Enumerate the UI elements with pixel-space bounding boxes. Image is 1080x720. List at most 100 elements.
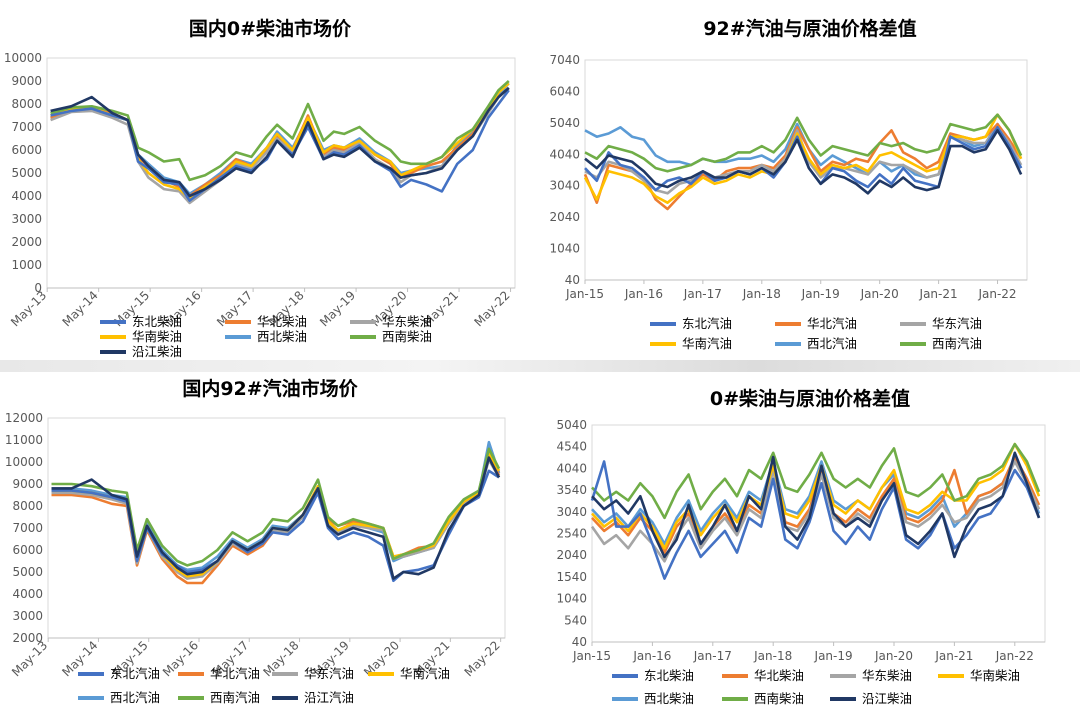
chart-diesel-price: 国内0#柴油市场价 0 1000 2000 3000 4000 5000 6000 7000 80… xyxy=(4,17,516,359)
y-tick-label: 8000 xyxy=(12,499,43,513)
y-tick-label: 5040 xyxy=(549,116,580,130)
y-tick-label: 12000 xyxy=(5,411,43,425)
x-tick-label: Jan-15 xyxy=(572,649,611,663)
y-tick-label: 40 xyxy=(565,273,580,287)
y-tick-label: 1040 xyxy=(549,242,580,256)
x-tick-label: May-14 xyxy=(60,288,101,329)
x-tick-label: Jan-20 xyxy=(860,287,899,301)
legend-label: 华北柴油 xyxy=(754,668,804,683)
y-tick-label: 8000 xyxy=(11,97,42,111)
plot-area xyxy=(46,57,516,289)
x-tick-label: Jan-22 xyxy=(977,287,1016,301)
series-line-3 xyxy=(591,442,1041,550)
legend-label: 东北柴油 xyxy=(132,314,182,329)
legend-label: 华南汽油 xyxy=(400,666,450,681)
y-tick-label: 5000 xyxy=(11,166,42,180)
y-tick-label: 7000 xyxy=(11,120,42,134)
x-tick-label: May-13 xyxy=(8,288,49,329)
y-tick-label: 5040 xyxy=(556,418,587,432)
y-tick-label: 2040 xyxy=(556,548,587,562)
series-line-0 xyxy=(50,89,510,202)
legend-label: 西北汽油 xyxy=(807,336,857,351)
y-tick-label: 1000 xyxy=(11,258,42,272)
legend-label: 西北柴油 xyxy=(644,691,694,706)
series-line-0 xyxy=(590,460,1041,580)
y-tick-label: 2540 xyxy=(556,527,587,541)
legend-label: 华南柴油 xyxy=(970,668,1020,683)
y-tick-label: 1540 xyxy=(556,570,587,584)
x-tick-label: Jan-21 xyxy=(919,287,958,301)
series-line-6 xyxy=(51,456,501,580)
x-tick-label: Jan-18 xyxy=(742,287,781,301)
legend-label: 华北汽油 xyxy=(210,666,260,681)
y-tick-label: 9000 xyxy=(11,74,42,88)
legend-label: 华东汽油 xyxy=(304,666,354,681)
y-tick-label: 2040 xyxy=(549,210,580,224)
y-tick-label: 11000 xyxy=(5,433,43,447)
y-tick-label: 4000 xyxy=(11,189,42,203)
y-tick-label: 1040 xyxy=(556,592,587,606)
y-tick-label: 6000 xyxy=(11,143,42,157)
series-line-2 xyxy=(50,86,510,205)
x-tick-label: Jan-20 xyxy=(874,649,913,663)
legend-label: 西南柴油 xyxy=(754,691,804,706)
x-tick-label: Jan-21 xyxy=(934,649,973,663)
y-tick-label: 6000 xyxy=(12,543,43,557)
legend-label: 西北柴油 xyxy=(257,329,307,344)
series-line-4 xyxy=(591,455,1041,546)
chart-gasoline-crude-spread: 92#汽油与原油价格差值 40 1040 2040 3040 4040 5040 6040 70… xyxy=(549,17,1028,351)
chart-panel-diesel-crude-spread: 0#柴油与原油价格差值 40 540 1040 1540 2040 2540 3040 3540… xyxy=(540,360,1080,720)
series-line-6 xyxy=(584,129,1023,195)
legend-label: 华东柴油 xyxy=(382,314,432,329)
series-line-6 xyxy=(50,86,510,198)
legend-label: 东北汽油 xyxy=(110,666,160,681)
x-tick-label: Jan-17 xyxy=(693,649,732,663)
legend-label: 沿江柴油 xyxy=(132,344,182,359)
y-tick-label: 3040 xyxy=(549,179,580,193)
legend-label: 西南汽油 xyxy=(932,336,982,351)
series-line-1 xyxy=(583,122,1023,211)
y-tick-label: 3040 xyxy=(556,505,587,519)
legend-label: 沿江汽油 xyxy=(304,690,354,705)
x-tick-label: Jan-19 xyxy=(801,287,840,301)
y-tick-label: 10000 xyxy=(5,455,43,469)
series-line-5 xyxy=(51,447,501,567)
x-tick-label: Jan-16 xyxy=(632,649,671,663)
x-tick-label: Jan-22 xyxy=(995,649,1034,663)
x-tick-label: Jan-16 xyxy=(624,287,663,301)
y-tick-label: 5000 xyxy=(12,565,43,579)
legend-label: 东北汽油 xyxy=(682,316,732,331)
series-line-5 xyxy=(50,80,510,182)
y-tick-label: 0 xyxy=(34,281,42,295)
chart-gasoline-price: 国内92#汽油市场价 2000 3000 4000 5000 6000 7000 8000 90… xyxy=(5,377,506,705)
y-tick-label: 6040 xyxy=(549,84,580,98)
y-tick-label: 540 xyxy=(564,613,587,627)
legend-label: 华东汽油 xyxy=(932,316,982,331)
series-line-3 xyxy=(51,451,501,578)
series-line-5 xyxy=(584,113,1023,173)
x-tick-label: May-22 xyxy=(462,638,503,679)
chart-title: 国内92#汽油市场价 xyxy=(182,377,358,400)
x-tick-label: Jan-15 xyxy=(565,287,604,301)
legend-label: 西北汽油 xyxy=(110,690,160,705)
x-tick-label: Jan-18 xyxy=(753,649,792,663)
y-tick-label: 3000 xyxy=(12,609,43,623)
y-tick-label: 40 xyxy=(572,635,587,649)
legend-label: 沿江柴油 xyxy=(862,691,912,706)
legend-label: 华南汽油 xyxy=(682,336,732,351)
chart-title: 0#柴油与原油价格差值 xyxy=(710,387,910,410)
chart-panel-diesel-price: 国内0#柴油市场价 0 1000 2000 3000 4000 5000 6000 7000 80… xyxy=(0,0,540,360)
series-line-6 xyxy=(591,451,1041,559)
legend-label: 华南柴油 xyxy=(132,329,182,344)
legend-label: 华北汽油 xyxy=(807,316,857,331)
chart-panel-gasoline-price: 国内92#汽油市场价 2000 3000 4000 5000 6000 7000 8000 90… xyxy=(0,360,540,720)
x-tick-label: Jan-19 xyxy=(814,649,853,663)
plot-area xyxy=(584,59,1028,281)
legend-label: 东北柴油 xyxy=(644,668,694,683)
y-tick-label: 2000 xyxy=(12,631,43,645)
legend-label: 华东柴油 xyxy=(862,668,912,683)
y-tick-label: 2000 xyxy=(11,235,42,249)
x-tick-label: Jan-17 xyxy=(683,287,722,301)
y-tick-label: 4040 xyxy=(556,461,587,475)
chart-title: 国内0#柴油市场价 xyxy=(189,17,352,40)
